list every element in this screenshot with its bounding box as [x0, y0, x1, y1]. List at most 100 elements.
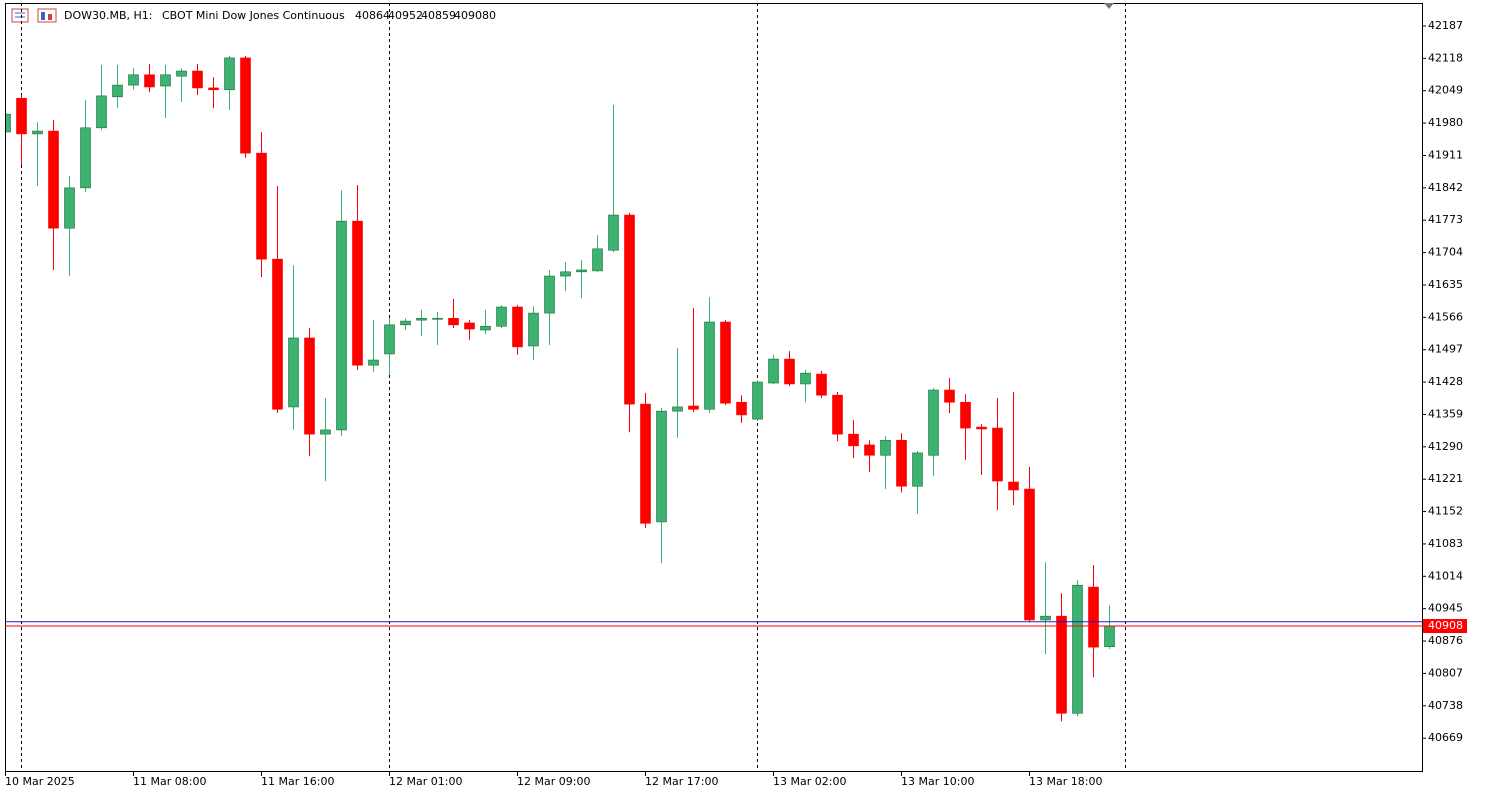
- candle-body: [32, 130, 43, 135]
- candle-body: [128, 74, 139, 86]
- candle-body: [96, 95, 107, 129]
- shift-marker: [1104, 3, 1114, 9]
- candle-body: [576, 269, 587, 273]
- header-value: 40859: [421, 9, 456, 22]
- header-icons: [11, 8, 57, 23]
- candle-body: [1088, 586, 1099, 648]
- candle-body: [1072, 584, 1083, 714]
- candle-body: [320, 429, 331, 435]
- candle-body: [800, 372, 811, 385]
- candle-body: [208, 87, 219, 91]
- y-tick-label: 41980: [1428, 116, 1463, 129]
- y-tick-label: 40669: [1428, 731, 1463, 744]
- header-value: 40952: [388, 9, 423, 22]
- candle-body: [592, 248, 603, 272]
- candle-body: [640, 403, 651, 524]
- candle-body: [832, 394, 843, 435]
- candle-body: [560, 271, 571, 277]
- y-tick-label: 41083: [1428, 537, 1463, 550]
- y-tick-label: 40945: [1428, 602, 1463, 615]
- candle-body: [608, 214, 619, 251]
- candle-body: [704, 321, 715, 410]
- header-value: 40908: [454, 9, 489, 22]
- y-tick-label: 41152: [1428, 505, 1463, 518]
- candle-body: [192, 70, 203, 89]
- y-tick-label: 41497: [1428, 343, 1463, 356]
- candle-body: [176, 70, 187, 77]
- x-tick-label: 10 Mar 2025: [5, 775, 75, 788]
- candle-body: [352, 220, 363, 366]
- candle-body: [736, 401, 747, 416]
- header-title: CBOT Mini Dow Jones Continuous: [162, 9, 345, 22]
- candle-body: [368, 359, 379, 366]
- candle-body: [304, 337, 315, 435]
- candle-body: [656, 410, 667, 523]
- candle-body: [384, 324, 395, 355]
- candle-body: [464, 322, 475, 330]
- icon: [37, 8, 57, 23]
- candle-body: [80, 127, 91, 189]
- x-tick-label: 13 Mar 18:00: [1029, 775, 1102, 788]
- candle-body: [1040, 615, 1051, 621]
- y-tick-label: 40807: [1428, 666, 1463, 679]
- y-tick-label: 41014: [1428, 569, 1463, 582]
- y-tick-label: 42118: [1428, 51, 1463, 64]
- x-tick-label: 11 Mar 16:00: [261, 775, 334, 788]
- candle-body: [448, 317, 459, 326]
- candle-body: [6, 113, 11, 133]
- candle-body: [160, 74, 171, 87]
- candle-body: [1008, 481, 1019, 491]
- candle-body: [864, 444, 875, 456]
- candle-body: [912, 452, 923, 487]
- candle-body: [976, 426, 987, 430]
- candle-body: [528, 312, 539, 347]
- candle-body: [896, 439, 907, 487]
- y-tick-label: 41428: [1428, 375, 1463, 388]
- candle-body: [256, 152, 267, 260]
- candle-body: [272, 258, 283, 410]
- candle-body: [512, 306, 523, 348]
- candle-body: [768, 358, 779, 384]
- candle-body: [688, 405, 699, 410]
- y-tick-label: 41635: [1428, 278, 1463, 291]
- candle-body: [752, 381, 763, 420]
- candle-body: [720, 321, 731, 404]
- candle-body: [416, 317, 427, 321]
- y-tick-label: 41290: [1428, 440, 1463, 453]
- x-tick-label: 12 Mar 17:00: [645, 775, 718, 788]
- y-tick-label: 41359: [1428, 407, 1463, 420]
- icon-bar: [41, 12, 45, 20]
- price-label-box: [1423, 619, 1467, 634]
- candle-body: [880, 439, 891, 456]
- candle-body: [112, 84, 123, 98]
- x-tick-label: 13 Mar 10:00: [901, 775, 974, 788]
- candle-body: [816, 373, 827, 396]
- x-tick-label: 12 Mar 01:00: [389, 775, 462, 788]
- candle-body: [16, 97, 27, 135]
- header-value: 0: [489, 9, 496, 22]
- x-tick-label: 13 Mar 02:00: [773, 775, 846, 788]
- candle-body: [480, 325, 491, 331]
- y-tick-label: 41221: [1428, 472, 1463, 485]
- candle-body: [624, 214, 635, 405]
- candle-body: [400, 320, 411, 326]
- candle-body: [544, 275, 555, 314]
- icon-bar: [48, 14, 52, 20]
- candle-body: [944, 389, 955, 403]
- price-label: 40908: [1428, 619, 1463, 632]
- candle-body: [288, 337, 299, 408]
- candle-body: [928, 389, 939, 456]
- header-value: 40864: [355, 9, 390, 22]
- y-tick-label: 42049: [1428, 84, 1463, 97]
- x-tick-label: 12 Mar 09:00: [517, 775, 590, 788]
- x-tick-label: 11 Mar 08:00: [133, 775, 206, 788]
- candle-body: [1056, 615, 1067, 714]
- candle-body: [48, 130, 59, 229]
- candle-body: [784, 358, 795, 385]
- candle-body: [240, 57, 251, 154]
- icon: [11, 8, 29, 23]
- candle-body: [992, 427, 1003, 482]
- candle-body: [432, 317, 443, 320]
- y-tick-label: 41773: [1428, 213, 1463, 226]
